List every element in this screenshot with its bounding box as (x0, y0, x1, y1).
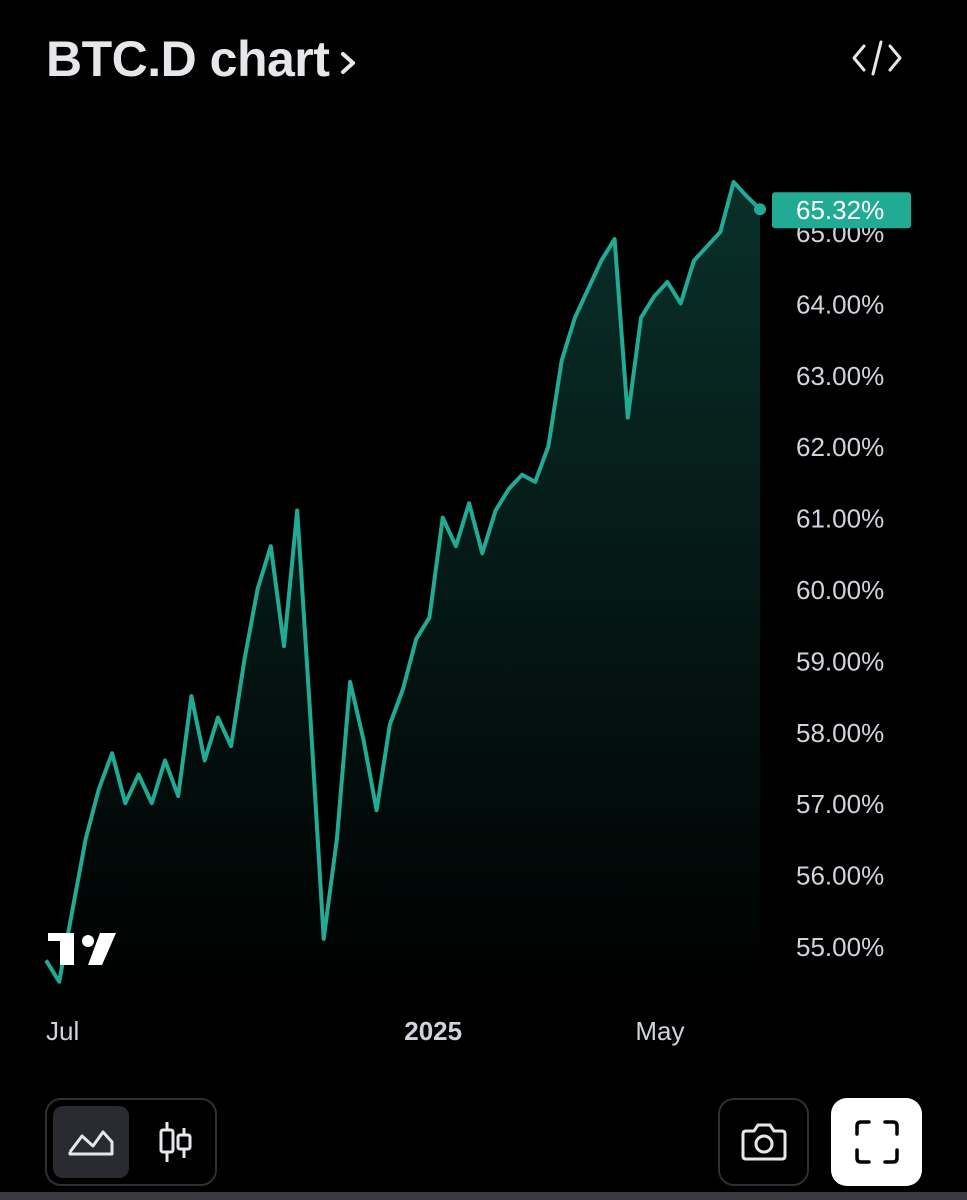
y-tick-label: 55.00% (796, 932, 884, 962)
y-tick-label: 61.00% (796, 504, 884, 534)
area-chart-icon (68, 1130, 114, 1156)
last-price-label: 65.32% (796, 195, 884, 225)
chevron-right-icon (341, 52, 356, 74)
home-indicator-bar (0, 1192, 967, 1200)
x-tick-label: Jul (46, 1016, 79, 1046)
snapshot-button[interactable] (718, 1098, 809, 1186)
tradingview-logo (48, 933, 116, 965)
y-tick-label: 56.00% (796, 861, 884, 891)
area-fill (46, 182, 760, 1000)
y-tick-label: 60.00% (796, 575, 884, 605)
y-tick-label: 64.00% (796, 289, 884, 319)
fullscreen-button[interactable] (831, 1098, 922, 1186)
last-price-tag (772, 192, 911, 229)
candlestick-button[interactable] (137, 1106, 213, 1178)
candlestick-icon (159, 1122, 192, 1162)
page-title[interactable]: BTC.D chart (46, 31, 330, 87)
y-tick-label: 57.00% (796, 789, 884, 819)
btc-dominance-chart[interactable]: 65.00%64.00%63.00%62.00%61.00%60.00%59.0… (0, 0, 967, 1070)
y-tick-label: 59.00% (796, 646, 884, 676)
x-tick-label: 2025 (404, 1016, 462, 1046)
title-row[interactable]: BTC.D chart (46, 30, 359, 88)
y-tick-label: 58.00% (796, 718, 884, 748)
code-embed-icon[interactable] (850, 38, 904, 78)
y-tick-label: 62.00% (796, 432, 884, 462)
series-line (44, 180, 762, 984)
x-tick-label: May (635, 1016, 684, 1046)
area-chart-button[interactable] (53, 1106, 129, 1178)
last-point-marker (754, 203, 766, 216)
camera-icon (741, 1123, 786, 1161)
y-tick-label: 63.00% (796, 361, 884, 391)
fullscreen-icon (854, 1120, 899, 1164)
chart-type-toolbar (45, 1098, 217, 1186)
